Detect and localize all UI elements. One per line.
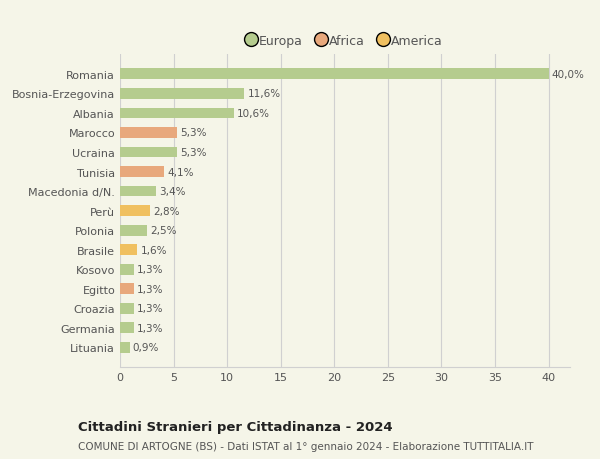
- Text: Cittadini Stranieri per Cittadinanza - 2024: Cittadini Stranieri per Cittadinanza - 2…: [78, 420, 392, 433]
- Bar: [120, 186, 157, 197]
- Text: 1,6%: 1,6%: [140, 245, 167, 255]
- Bar: [120, 225, 147, 236]
- Bar: [120, 147, 177, 158]
- Text: 40,0%: 40,0%: [552, 70, 584, 79]
- Text: 1,3%: 1,3%: [137, 265, 164, 274]
- Bar: [120, 167, 164, 178]
- Bar: [120, 108, 233, 119]
- Bar: [120, 206, 150, 217]
- Bar: [120, 284, 134, 295]
- Text: 0,9%: 0,9%: [133, 343, 159, 353]
- Text: 2,5%: 2,5%: [150, 226, 176, 235]
- Bar: [120, 128, 177, 139]
- Text: 1,3%: 1,3%: [137, 304, 164, 313]
- Text: 1,3%: 1,3%: [137, 323, 164, 333]
- Text: COMUNE DI ARTOGNE (BS) - Dati ISTAT al 1° gennaio 2024 - Elaborazione TUTTITALIA: COMUNE DI ARTOGNE (BS) - Dati ISTAT al 1…: [78, 441, 533, 451]
- Bar: [120, 303, 134, 314]
- Text: 1,3%: 1,3%: [137, 284, 164, 294]
- Text: 5,3%: 5,3%: [180, 148, 206, 157]
- Text: 10,6%: 10,6%: [237, 109, 270, 118]
- Text: 11,6%: 11,6%: [248, 89, 281, 99]
- Text: 5,3%: 5,3%: [180, 128, 206, 138]
- Bar: [120, 323, 134, 334]
- Text: 3,4%: 3,4%: [160, 187, 186, 196]
- Bar: [120, 342, 130, 353]
- Bar: [120, 245, 137, 256]
- Legend: Europa, Africa, America: Europa, Africa, America: [242, 30, 448, 53]
- Text: 4,1%: 4,1%: [167, 167, 194, 177]
- Bar: [120, 69, 548, 80]
- Bar: [120, 89, 244, 100]
- Bar: [120, 264, 134, 275]
- Text: 2,8%: 2,8%: [153, 206, 180, 216]
